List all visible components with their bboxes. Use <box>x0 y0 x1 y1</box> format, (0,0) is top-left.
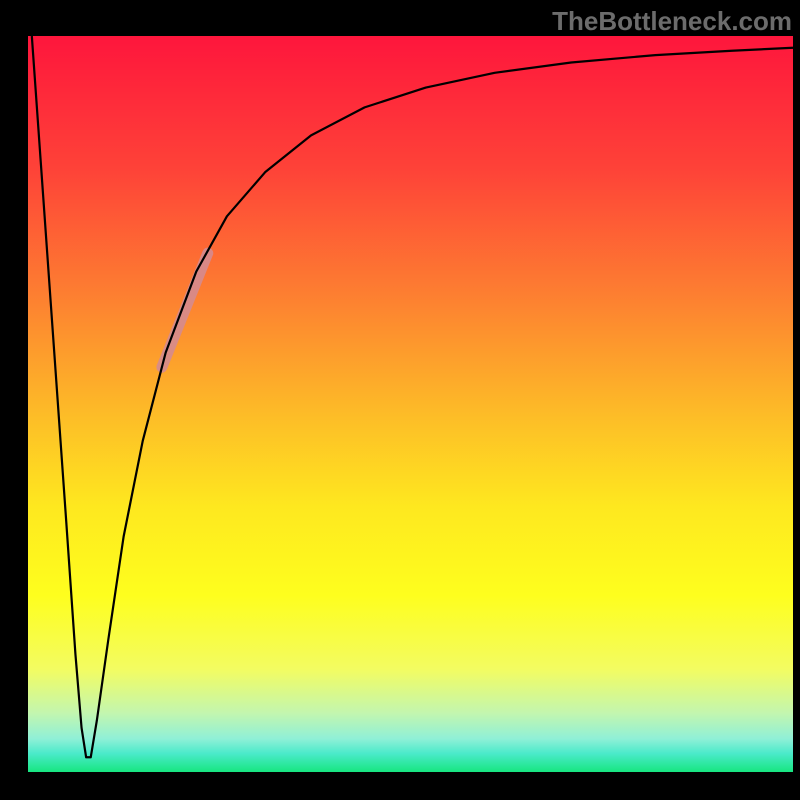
bottleneck-chart: TheBottleneck.com <box>0 0 800 800</box>
watermark-label: TheBottleneck.com <box>552 6 792 37</box>
chart-svg <box>0 0 800 800</box>
plot-background <box>28 36 793 772</box>
